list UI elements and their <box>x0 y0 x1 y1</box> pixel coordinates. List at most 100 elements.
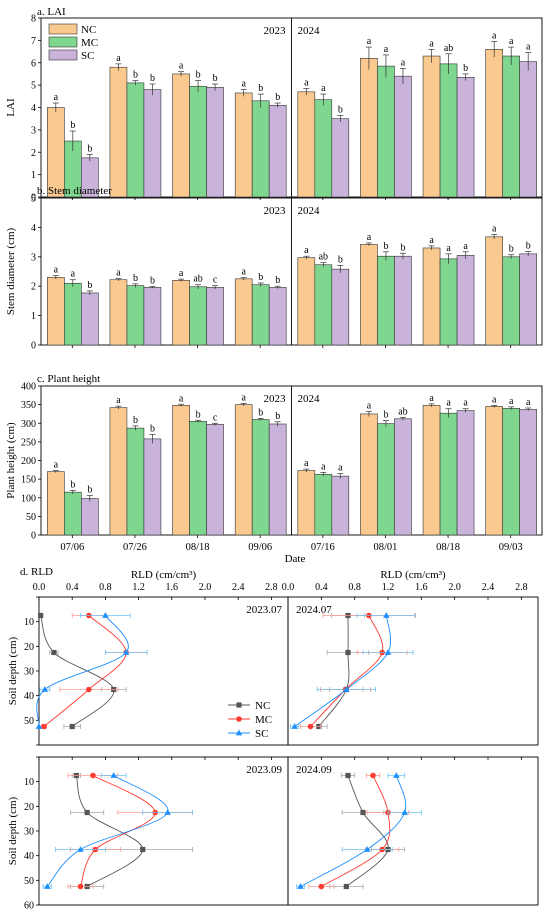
x-tick-label: 1.2 <box>382 582 395 593</box>
significance-letter: b <box>526 241 531 252</box>
marker-MC <box>41 723 47 730</box>
x-tick-label: 07/16 <box>311 542 335 553</box>
y-tick-label: 40 <box>24 851 34 862</box>
marker-NC <box>140 846 146 853</box>
bar-NC <box>47 277 65 346</box>
bar-NC <box>172 405 190 536</box>
significance-letter: a <box>367 36 372 47</box>
significance-letter: c <box>213 412 218 423</box>
line-MC <box>321 775 391 887</box>
significance-letter: a <box>429 38 434 49</box>
bar-NC <box>360 244 378 346</box>
x-tick-label: 0.8 <box>99 582 112 593</box>
significance-letter: b <box>150 73 155 84</box>
x-tick-label: 2.4 <box>232 582 245 593</box>
y-tick-label: 1 <box>31 170 36 181</box>
plot-frame <box>38 756 289 906</box>
rld-chart-panels: d. RLD 0.0 0.4 0.8 1.2 1.6 2.0 2.4 2.8 RLD (cm/cm… <box>7 566 539 912</box>
bar-MC <box>126 285 145 346</box>
y-tick-label: 400 <box>21 382 36 393</box>
significance-letter: a <box>304 458 309 469</box>
y-tick-label: 30 <box>24 827 34 838</box>
rld-panel-2023.07: 10 20 30 40 50 Soil depth (cm) 2023.07 NC MC SC <box>7 596 289 746</box>
significance-letter: b <box>87 485 92 496</box>
bar-SC <box>394 255 412 346</box>
significance-letter: a <box>116 268 121 279</box>
significance-letter: a <box>321 461 326 472</box>
x-tick-label: 0.0 <box>33 582 46 593</box>
line-MC <box>43 615 127 727</box>
year-label-2023: 2023 <box>264 25 287 37</box>
panel-label: 2024.07 <box>296 604 332 616</box>
y-tick-label: 7 <box>31 36 36 47</box>
x-tick-label: 07/26 <box>123 542 147 553</box>
x-tick-label: 0.4 <box>315 582 328 593</box>
x-tick-label: 07/06 <box>60 542 84 553</box>
bar-NC <box>485 49 503 198</box>
y-tick-label: 40 <box>24 691 34 702</box>
bar-MC <box>126 82 145 198</box>
y-tick-label: 6 <box>31 58 36 69</box>
bar-NC <box>47 107 65 198</box>
significance-letter: a <box>116 395 121 406</box>
significance-letter: a <box>179 61 184 72</box>
plot-frame <box>287 756 539 906</box>
bar-MC <box>314 99 333 198</box>
legend-swatch-MC <box>48 36 78 48</box>
significance-letter: a <box>492 30 497 41</box>
x-tick-label: 2.4 <box>482 582 495 593</box>
bar-SC <box>519 253 537 346</box>
marker-SC <box>291 723 298 729</box>
bar-NC <box>485 406 503 536</box>
legend-label-MC: MC <box>81 37 98 49</box>
bar-NC <box>109 279 128 346</box>
x-tick-label: 0.0 <box>282 582 295 593</box>
marker-NC <box>345 649 351 656</box>
significance-letter: b <box>275 411 280 422</box>
significance-letter: a <box>54 265 59 276</box>
y-tick-label: 50 <box>24 876 34 887</box>
legend-label-NC: NC <box>81 24 96 36</box>
marker-SC <box>384 649 392 655</box>
y-axis-title: Stem diameter (cm) <box>5 227 17 315</box>
significance-letter: a <box>492 394 497 405</box>
y-axis-title: LAI <box>5 98 17 117</box>
bar-MC <box>377 255 395 346</box>
significance-letter: a <box>446 398 451 409</box>
bar-SC <box>331 268 350 346</box>
panel-label: 2024.09 <box>296 764 332 776</box>
legend-label-SC: SC <box>81 50 94 62</box>
bar-MC <box>502 256 520 346</box>
bar-NC <box>234 278 253 346</box>
marker-SC <box>110 772 117 778</box>
significance-letter: a <box>384 44 389 55</box>
bar-SC <box>206 424 224 536</box>
y-tick-label: 60 <box>24 901 34 912</box>
significance-letter: b <box>133 273 138 284</box>
significance-letter: b <box>150 275 155 286</box>
significance-letter: b <box>275 275 280 286</box>
bar-SC <box>81 498 99 536</box>
bar-SC <box>206 287 224 346</box>
x-tick-label: 2.8 <box>515 582 528 593</box>
significance-letter: b <box>70 120 75 131</box>
bar-NC <box>47 471 65 536</box>
y-tick-label: 150 <box>21 475 36 486</box>
bar-SC <box>456 255 475 346</box>
bar-NC <box>234 404 253 536</box>
bar-panel-3: 0 50 100 150 200 250 300 350 400 Plant height (cm… <box>5 373 543 553</box>
line-MC <box>310 615 384 727</box>
legend-label-MC: MC <box>255 714 272 726</box>
significance-letter: b <box>87 143 92 154</box>
significance-letter: a <box>241 79 246 90</box>
bar-SC <box>331 118 350 198</box>
significance-letter: b <box>258 83 263 94</box>
significance-letter: ab <box>444 43 453 54</box>
marker-SC <box>363 846 371 852</box>
x-tick-label: 08/18 <box>436 542 460 553</box>
significance-letter: a <box>492 223 497 234</box>
marker-NC <box>84 809 90 816</box>
bar-MC <box>251 419 270 536</box>
bar-MC <box>314 473 333 536</box>
significance-letter: a <box>179 393 184 404</box>
